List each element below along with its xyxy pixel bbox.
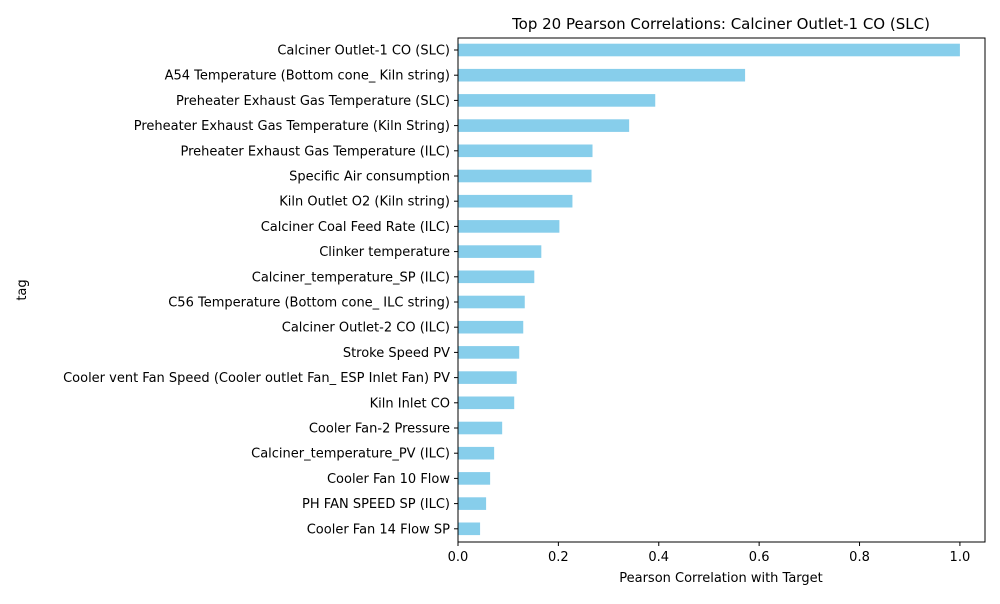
- y-tick-label: Calciner Coal Feed Rate (ILC): [261, 220, 450, 235]
- bar: [458, 446, 495, 460]
- chart-title: Top 20 Pearson Correlations: Calciner Ou…: [511, 15, 930, 33]
- x-tick-label: 1.0: [950, 550, 971, 565]
- x-tick-label: 0.4: [648, 550, 669, 565]
- x-tick-label: 0.0: [448, 550, 469, 565]
- y-tick-label: Stroke Speed PV: [343, 346, 450, 361]
- bars-layer: [458, 43, 960, 536]
- bar: [458, 245, 542, 258]
- y-tick-label: Calciner Outlet-2 CO (ILC): [282, 321, 450, 336]
- bar: [458, 295, 525, 309]
- bar: [458, 270, 535, 284]
- y-tick-label: Calciner_temperature_PV (ILC): [251, 447, 450, 462]
- y-tick-label: Cooler vent Fan Speed (Cooler outlet Fan…: [63, 371, 450, 386]
- y-tick-label: Kiln Inlet CO: [370, 396, 450, 411]
- bar: [458, 522, 481, 536]
- y-tick-label: A54 Temperature (Bottom cone_ Kiln strin…: [165, 69, 450, 84]
- bar: [458, 497, 487, 510]
- bar: [458, 94, 656, 107]
- y-tick-label: Specific Air consumption: [289, 170, 450, 185]
- bar: [458, 169, 592, 183]
- y-tick-label: Clinker temperature: [319, 245, 450, 260]
- y-axis: Calciner Outlet-1 CO (SLC) A54 Temperatur…: [63, 44, 458, 537]
- bar: [458, 144, 593, 158]
- x-tick-label: 0.6: [749, 550, 770, 565]
- bar: [458, 396, 515, 410]
- bar: [458, 194, 573, 208]
- x-axis: 0.0 0.2 0.4 0.6 0.8 1.0: [448, 542, 971, 565]
- bar: [458, 371, 517, 384]
- y-tick-label: Cooler Fan-2 Pressure: [309, 422, 450, 437]
- bar: [458, 320, 524, 334]
- bar: [458, 43, 960, 57]
- bar: [458, 68, 746, 82]
- bar: [458, 220, 560, 233]
- x-tick-label: 0.8: [849, 550, 870, 565]
- y-tick-label: C56 Temperature (Bottom cone_ ILC string…: [168, 296, 450, 311]
- y-tick-label: Preheater Exhaust Gas Temperature (ILC): [180, 144, 450, 159]
- bar: [458, 472, 491, 485]
- y-tick-label: Preheater Exhaust Gas Temperature (SLC): [176, 94, 450, 109]
- y-axis-label: tag: [15, 279, 30, 300]
- y-tick-label: Calciner Outlet-1 CO (SLC): [277, 44, 450, 59]
- x-tick-label: 0.2: [548, 550, 569, 565]
- y-tick-label: Kiln Outlet O2 (Kiln string): [279, 195, 450, 210]
- y-tick-label: Preheater Exhaust Gas Temperature (Kiln …: [134, 119, 450, 134]
- bar: [458, 119, 630, 132]
- plot-frame: [457, 37, 986, 543]
- y-tick-label: Cooler Fan 10 Flow: [327, 472, 450, 487]
- x-axis-label: Pearson Correlation with Target: [619, 571, 823, 586]
- bar: [458, 421, 503, 435]
- y-tick-label: PH FAN SPEED SP (ILC): [302, 497, 450, 512]
- y-tick-label: Cooler Fan 14 Flow SP: [307, 522, 450, 537]
- y-tick-label: Calciner_temperature_SP (ILC): [252, 270, 450, 285]
- bar: [458, 346, 520, 359]
